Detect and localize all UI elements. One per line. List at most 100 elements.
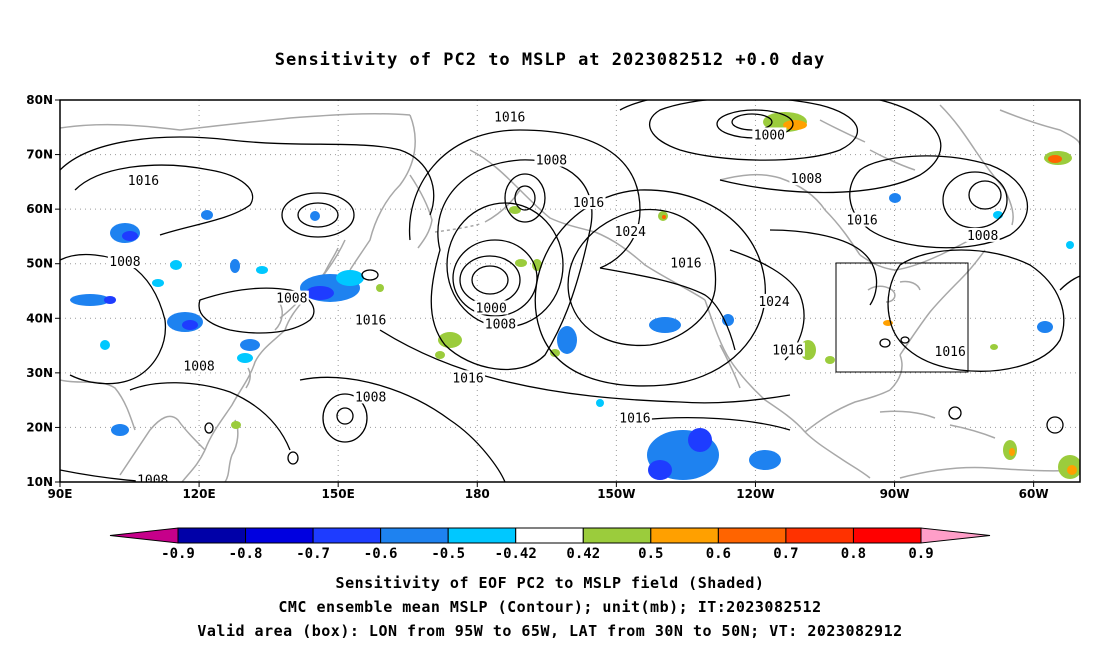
contour-label-bg (752, 127, 787, 142)
contour-label: 1008 (791, 172, 822, 187)
contour-label-bg (483, 316, 518, 331)
contour-label-bg (492, 109, 527, 124)
colorbar-segment (177, 527, 247, 544)
latitude-axis: 80N 70N 60N 50N 40N 30N 20N 10N (26, 93, 60, 489)
contour-label: 1016 (452, 371, 483, 386)
lat-tick-label: 70N (26, 148, 53, 162)
lon-tick-label: 90W (880, 487, 910, 501)
contour-label-bg (182, 358, 217, 373)
colorbar-segment (852, 527, 922, 544)
contour-label-bg (757, 293, 791, 308)
contour-label: 1016 (573, 196, 604, 211)
contour-label-bg (965, 227, 1000, 242)
contour-label-bg (135, 472, 170, 482)
contour-label-bg (571, 195, 606, 210)
contour-labels: 1016100810001008101610161024101610081008… (107, 109, 1000, 488)
colorbar-segment (582, 527, 652, 544)
lat-tick-label: 20N (26, 420, 53, 434)
colorbar-label: -0.7 (296, 546, 330, 562)
contour-label: 1016 (128, 174, 159, 189)
colorbar-label: 0.9 (908, 546, 933, 562)
colorbar-segment (312, 527, 382, 544)
valid-area-box (835, 262, 969, 373)
map-frame (59, 99, 1081, 483)
contour-label: 1008 (109, 255, 140, 270)
caption-line-1: Sensitivity of EOF PC2 to MSLP field (Sh… (335, 574, 765, 592)
contour-label-bg (789, 171, 824, 186)
colorbar-label: -0.6 (364, 546, 398, 562)
contour-label-bg (353, 389, 388, 404)
contour-label: 1024 (758, 295, 789, 310)
contour-label-bg (770, 342, 805, 357)
contour-label: 1016 (670, 257, 701, 272)
lon-tick-label: 150E (322, 487, 355, 501)
caption-line-2: CMC ensemble mean MSLP (Contour); unit(m… (278, 598, 822, 616)
colorbar-label: -0.5 (431, 546, 465, 562)
contour-label: 1016 (355, 313, 386, 328)
lon-tick-label: 120W (736, 487, 774, 501)
lon-tick-label: 180 (465, 487, 490, 501)
colorbar-label: 0.42 (566, 546, 600, 562)
contour-label-bg (668, 255, 703, 270)
contour-label-bg (107, 254, 142, 269)
contour-label-bg (617, 410, 652, 425)
lat-lon-grid (60, 100, 1080, 482)
lat-tick-label: 10N (26, 475, 53, 489)
map-area (60, 100, 1080, 482)
lat-tick-label: 30N (26, 366, 53, 380)
colorbar-label: 0.7 (773, 546, 798, 562)
contour-label-bg (126, 172, 161, 187)
contour-label: 1008 (967, 229, 998, 244)
contour-label: 1016 (494, 110, 525, 125)
colorbar-segment (245, 527, 314, 544)
contour-label: 1016 (619, 412, 650, 427)
colorbar: -0.9 -0.8 -0.7 -0.6 -0.5 -0.42 0.42 0.5 0.6 0.7 0.… (109, 527, 991, 562)
contour-label: 1016 (846, 214, 877, 229)
contour-label: 1008 (485, 317, 516, 332)
colorbar-segment (650, 527, 719, 544)
colorbar-segment (515, 527, 584, 544)
contour-label: 1008 (137, 473, 168, 488)
contour-label-bg (274, 290, 309, 305)
colorbar-segment (785, 527, 854, 544)
map-title: Sensitivity of PC2 to MSLP at 2023082512… (274, 50, 826, 70)
colorbar-label: -0.9 (161, 546, 195, 562)
longitude-axis: 90E 120E 150E 180 150W 120W 90W 60W (48, 482, 1049, 501)
contour-label-bg (845, 212, 880, 227)
contour-label-bg (353, 312, 388, 327)
contour-label-bg (613, 224, 648, 239)
contour-label-bg (451, 370, 485, 385)
lon-tick-label: 120E (182, 487, 215, 501)
contour-label: 1000 (476, 301, 507, 316)
lon-tick-label: 90E (48, 487, 73, 501)
contour-label: 1000 (754, 128, 785, 143)
contour-label-bg (933, 344, 968, 359)
caption-line-3: Valid area (box): LON from 95W to 65W, L… (197, 622, 903, 640)
colorbar-high-arrow (920, 527, 991, 544)
colorbar-segment (717, 527, 787, 544)
lat-tick-label: 60N (26, 202, 53, 216)
colorbar-label: 0.5 (638, 546, 663, 562)
colorbar-label: 0.6 (706, 546, 731, 562)
contour-label-bg (474, 300, 509, 315)
lat-tick-label: 40N (26, 311, 53, 325)
contour-label: 1016 (772, 343, 803, 358)
contour-label: 1008 (355, 390, 386, 405)
colorbar-segment (380, 527, 449, 544)
sensitivity-shading (70, 112, 1080, 480)
contour-label: 1024 (615, 225, 646, 240)
lon-tick-label: 60W (1019, 487, 1049, 501)
contour-label: 1008 (536, 154, 567, 169)
lat-tick-label: 80N (26, 93, 53, 107)
colorbar-low-arrow (109, 527, 179, 544)
contour-label: 1008 (183, 359, 214, 374)
lat-tick-label: 50N (26, 257, 53, 271)
colorbar-label: 0.8 (841, 546, 866, 562)
colorbar-segment (447, 527, 517, 544)
colorbar-label: -0.42 (495, 546, 537, 562)
colorbar-label: -0.8 (229, 546, 263, 562)
lon-tick-label: 150W (597, 487, 635, 501)
contour-label: 1008 (276, 292, 307, 307)
contour-label-bg (534, 152, 569, 167)
